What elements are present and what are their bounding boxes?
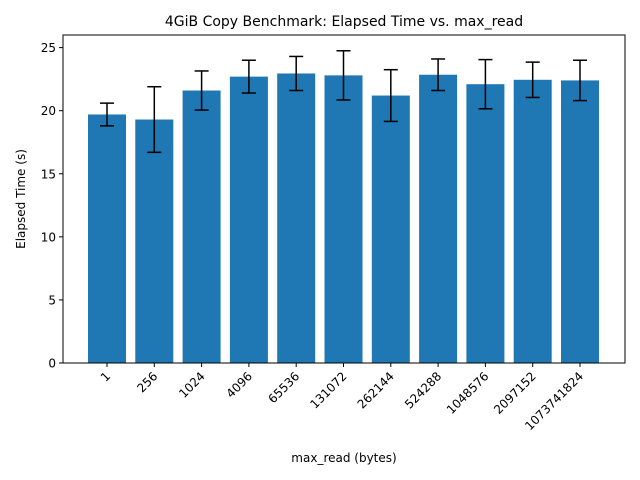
- y-tick-label: 5: [48, 293, 56, 307]
- bar: [371, 95, 410, 364]
- x-tick-label: 524288: [402, 369, 444, 411]
- x-axis: 1 256 1024 4096 65536 131072 262144 524288 10485…: [98, 363, 586, 433]
- bar: [277, 73, 316, 363]
- bar: [324, 75, 363, 363]
- error-bar: [478, 58, 493, 110]
- x-tick-label: 1048576: [444, 369, 492, 417]
- error-bar: [573, 59, 587, 102]
- error-bar: [431, 58, 446, 92]
- plot-frame: [62, 34, 626, 364]
- y-tick-label: 25: [41, 41, 56, 55]
- error-bar: [100, 102, 114, 127]
- bar: [135, 119, 174, 364]
- x-tick-label: 1024: [176, 369, 207, 400]
- y-tick-label: 20: [41, 104, 56, 118]
- x-tick-label: 1: [98, 369, 113, 384]
- bar: [88, 114, 126, 363]
- error-bar: [194, 70, 209, 111]
- x-tick-label: 262144: [355, 369, 397, 411]
- chart-title: 4GiB Copy Benchmark: Elapsed Time vs. ma…: [165, 14, 523, 30]
- y-tick-label: 15: [41, 167, 56, 181]
- error-bar: [336, 50, 351, 101]
- error-bar: [383, 68, 398, 123]
- bar: [182, 90, 221, 363]
- bar: [419, 74, 458, 363]
- error-bar: [289, 55, 304, 92]
- error-bar: [241, 59, 256, 94]
- x-axis-label: max_read (bytes): [291, 451, 396, 465]
- bars-layer: [88, 73, 599, 364]
- error-bar: [525, 61, 540, 99]
- error-bar: [147, 85, 162, 154]
- x-tick-label: 65536: [265, 369, 302, 406]
- x-tick-label: 4096: [224, 369, 255, 400]
- x-tick-label: 131072: [307, 369, 349, 411]
- y-axis-label: Elapsed Time (s): [14, 149, 28, 249]
- bar: [513, 79, 552, 364]
- y-tick-label: 0: [48, 357, 56, 371]
- y-tick-label: 10: [41, 230, 56, 244]
- bar: [466, 84, 505, 363]
- errorbars-layer: [100, 50, 587, 154]
- x-tick-label: 256: [134, 369, 160, 395]
- bar: [229, 76, 268, 363]
- x-tick-label: 2097152: [491, 369, 539, 417]
- y-axis: 0 5 10 15 20 25: [41, 41, 63, 371]
- bar: [561, 80, 599, 364]
